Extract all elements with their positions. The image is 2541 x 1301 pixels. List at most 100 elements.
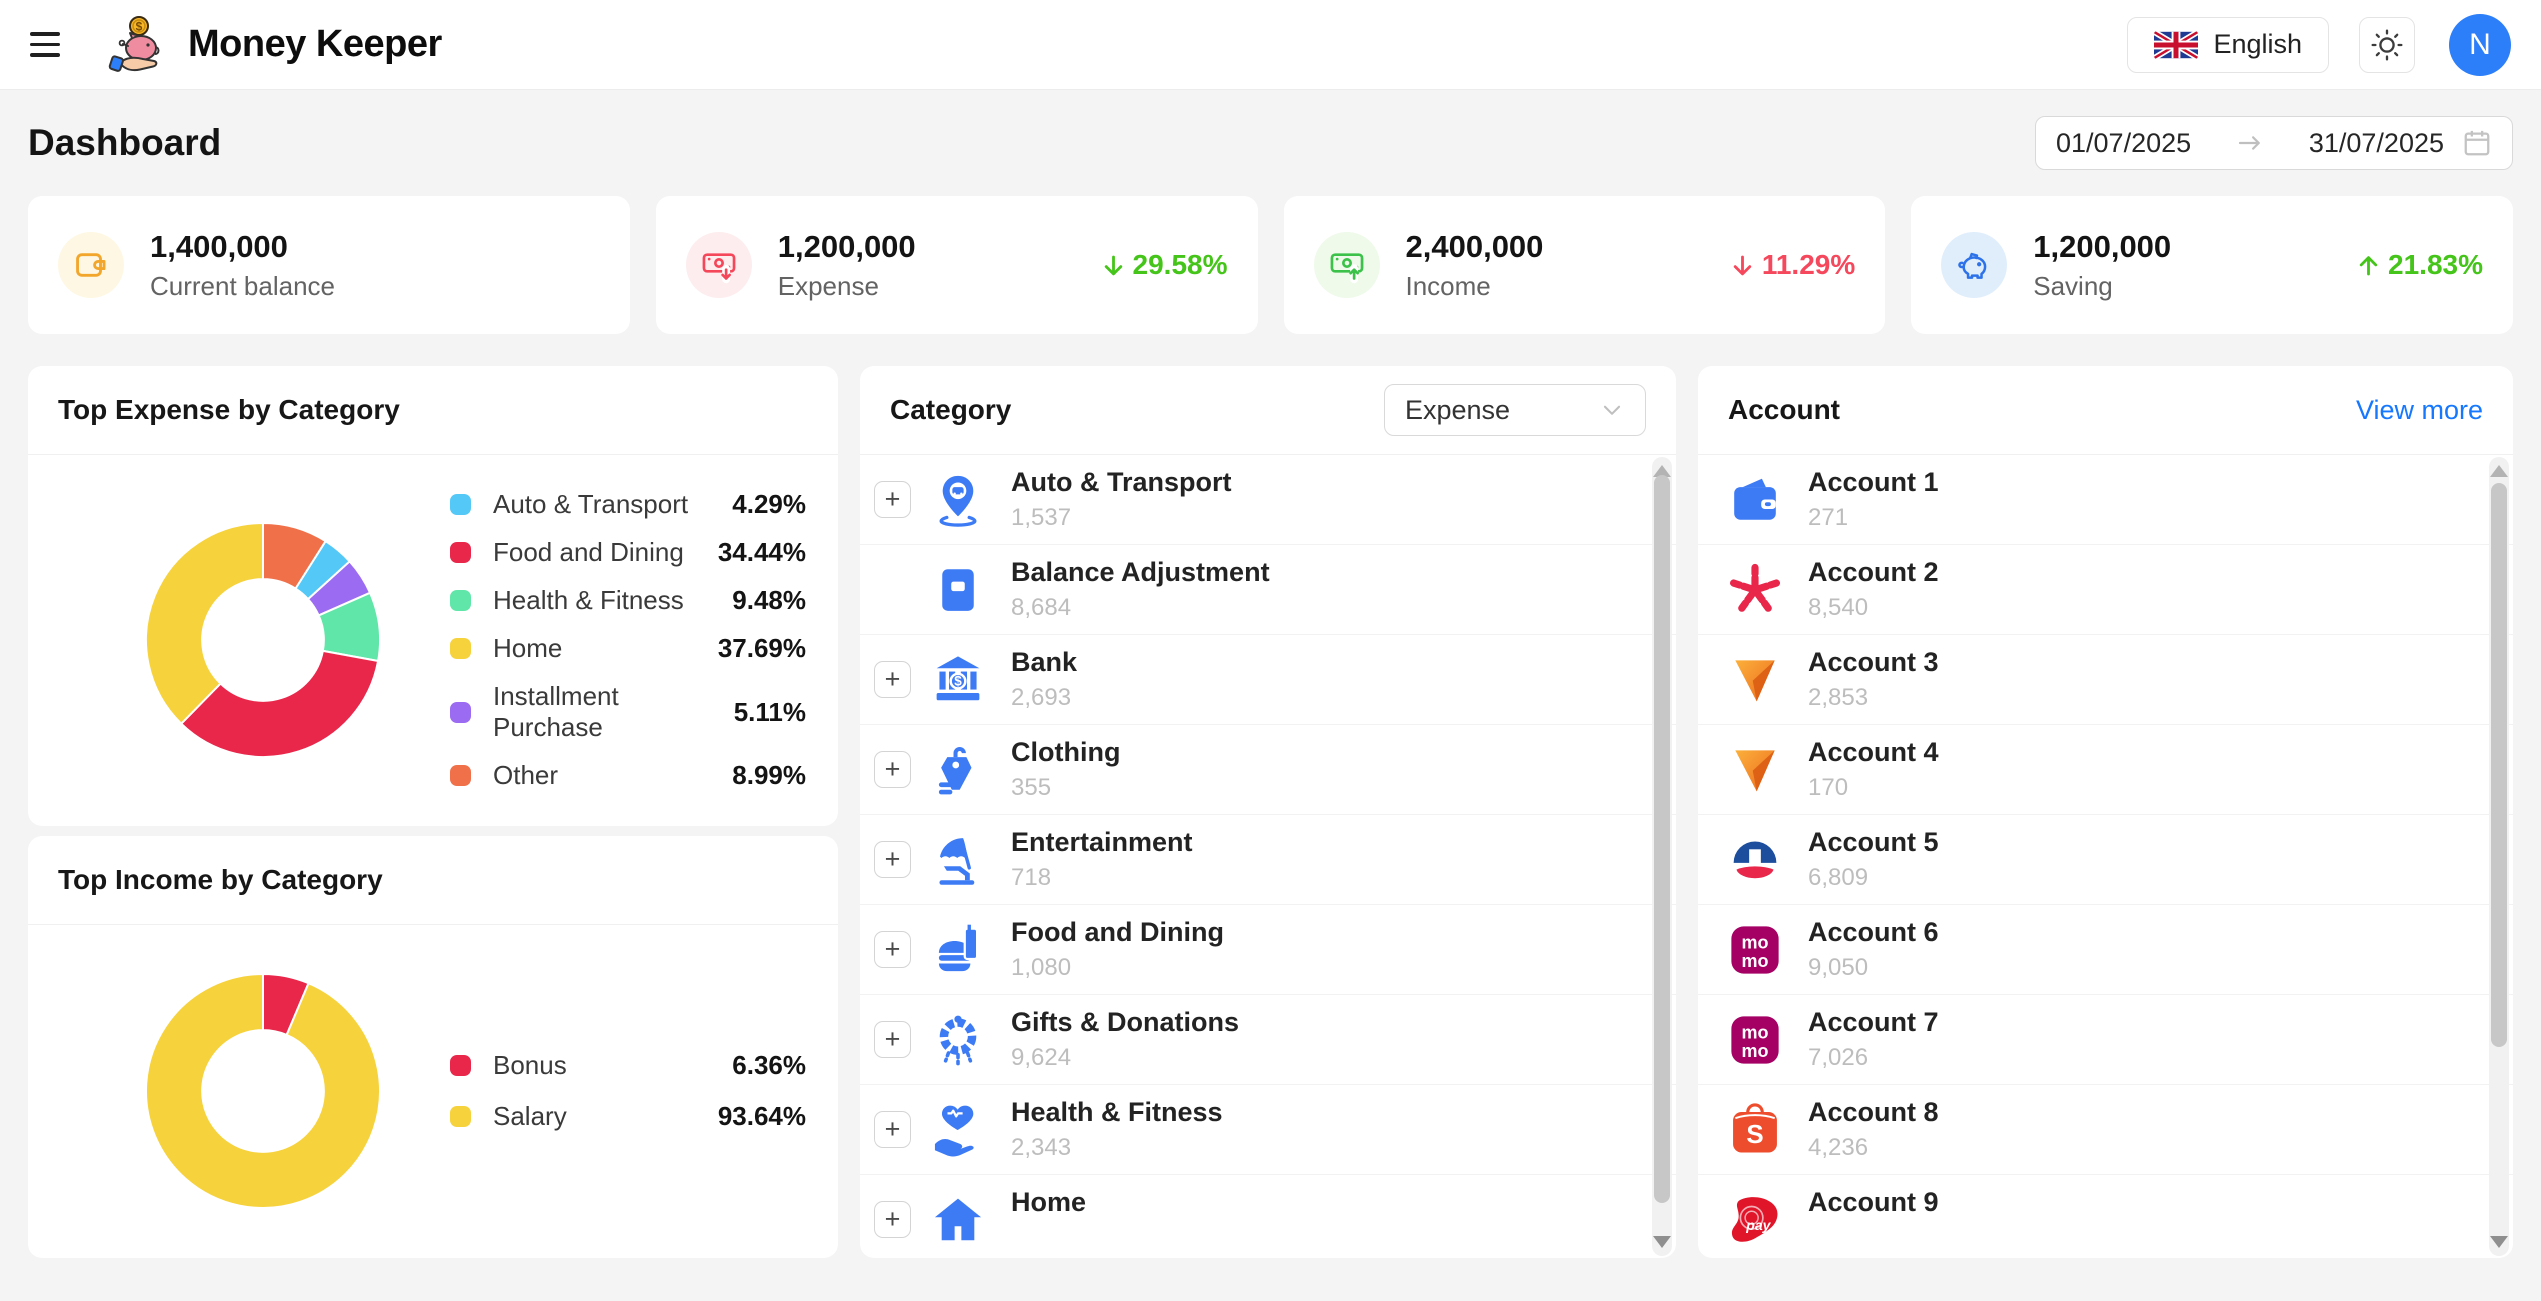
date-to-input[interactable]: 31/07/2025 — [2308, 127, 2444, 158]
legend-item[interactable]: Bonus 6.36% — [450, 1050, 806, 1081]
burger-drink-icon — [931, 923, 985, 977]
stat-card: 1,200,000 Expense 29.58% — [655, 196, 1258, 334]
income-chart-legend: Bonus 6.36% Salary 93.64% — [450, 1050, 806, 1132]
svg-text:mo: mo — [1742, 932, 1769, 952]
stat-change: 21.83% — [2355, 249, 2483, 281]
donut-slice — [180, 649, 380, 758]
legend-percent: 34.44% — [717, 537, 806, 567]
svg-text:mo: mo — [1742, 950, 1769, 970]
scroll-down-arrow[interactable] — [1653, 1236, 1671, 1248]
expand-plus-button[interactable]: + — [874, 841, 911, 878]
date-from-input[interactable]: 01/07/2025 — [2056, 127, 2192, 158]
legend-color-chip — [450, 590, 471, 611]
scrollbar-thumb[interactable] — [2491, 483, 2507, 1047]
panel-title: Account — [1728, 394, 1840, 425]
expand-plus-button[interactable]: + — [874, 931, 911, 968]
category-row[interactable]: + Food and Dining 1,080 — [860, 905, 1676, 995]
sun-icon — [2370, 28, 2404, 62]
expense-donut-chart — [145, 522, 381, 758]
account-name: Account 2 — [1808, 556, 1939, 587]
donut-slice — [145, 973, 381, 1209]
account-row[interactable]: S Account 8 4,236 — [1698, 1085, 2513, 1175]
account-row[interactable]: mo mo Account 6 9,050 — [1698, 905, 2513, 995]
category-value: 8,684 — [1011, 593, 1072, 621]
category-value: 1,080 — [1011, 953, 1072, 981]
category-row[interactable]: + Home — [860, 1175, 1676, 1258]
stat-change: 11.29% — [1729, 249, 1855, 281]
account-row[interactable]: Account 4 170 — [1698, 725, 2513, 815]
account-value: 4,236 — [1808, 1133, 1869, 1161]
scrollbar-thumb[interactable] — [1654, 475, 1670, 1203]
legend-item[interactable]: Health & Fitness 9.48% — [450, 585, 806, 616]
change-percent: 29.58% — [1132, 249, 1228, 280]
scroll-down-arrow[interactable] — [2490, 1236, 2508, 1248]
avatar-initial: N — [2469, 27, 2491, 61]
category-row[interactable]: + Entertainment 718 — [860, 815, 1676, 905]
account-row[interactable]: Account 1 271 — [1698, 455, 2513, 545]
category-scrollbar[interactable] — [1652, 457, 1672, 1256]
uk-flag-icon — [2154, 30, 2199, 59]
account-row[interactable]: mo mo Account 7 7,026 — [1698, 995, 2513, 1085]
account-value: 9,050 — [1808, 953, 1869, 981]
menu-toggle-button[interactable] — [30, 23, 74, 67]
stat-change: 29.58% — [1100, 249, 1228, 281]
arrow-up-icon — [2355, 252, 2382, 279]
momo-icon: mo mo — [1728, 1013, 1782, 1067]
scroll-up-arrow[interactable] — [2490, 465, 2508, 477]
account-panel: Account View more Account 1 271 Account … — [1698, 366, 2513, 1258]
legend-color-chip — [450, 765, 471, 786]
expand-plus-button[interactable]: + — [874, 1021, 911, 1058]
category-row[interactable]: + Health & Fitness 2,343 — [860, 1085, 1676, 1175]
expand-plus-button[interactable]: + — [874, 751, 911, 788]
legend-item[interactable]: Other 8.99% — [450, 760, 806, 791]
theme-toggle-button[interactable] — [2359, 16, 2415, 73]
category-name: Food and Dining — [1011, 916, 1224, 947]
language-button[interactable]: English — [2127, 16, 2329, 73]
account-row[interactable]: Account 2 8,540 — [1698, 545, 2513, 635]
legend-label: Auto & Transport — [493, 489, 689, 519]
category-row[interactable]: + Balance Adjustment 8,684 — [860, 545, 1676, 635]
page-title: Dashboard — [28, 122, 222, 163]
star-crimson-icon — [1728, 563, 1782, 617]
svg-text:mo: mo — [1742, 1040, 1769, 1060]
category-row[interactable]: + Gifts & Donations 9,624 — [860, 995, 1676, 1085]
view-more-link[interactable]: View more — [2355, 394, 2483, 425]
category-value: 2,693 — [1011, 683, 1072, 711]
stats-row: 1,400,000 Current balance 1,200,000 Expe… — [28, 196, 2513, 334]
user-avatar[interactable]: N — [2449, 13, 2511, 76]
expense-chart-legend: Auto & Transport 4.29% Food and Dining 3… — [450, 489, 806, 791]
category-type-select[interactable]: Expense — [1384, 384, 1646, 436]
stat-label: Saving — [2033, 270, 2113, 301]
language-label: English — [2213, 29, 2302, 59]
category-row[interactable]: + Auto & Transport 1,537 — [860, 455, 1676, 545]
legend-item[interactable]: Salary 93.64% — [450, 1101, 806, 1132]
legend-color-chip — [450, 1106, 471, 1127]
legend-item[interactable]: Home 37.69% — [450, 633, 806, 664]
date-range-picker[interactable]: 01/07/2025 31/07/2025 — [2035, 116, 2513, 170]
expand-plus-button[interactable]: + — [874, 1111, 911, 1148]
expand-plus-button[interactable]: + — [874, 481, 911, 518]
account-scrollbar[interactable] — [2489, 457, 2509, 1256]
expand-plus-button[interactable]: + — [874, 1201, 911, 1238]
legend-item[interactable]: Auto & Transport 4.29% — [450, 489, 806, 520]
account-value: 7,026 — [1808, 1043, 1869, 1071]
category-row[interactable]: + Clothing 355 — [860, 725, 1676, 815]
scroll-up-arrow[interactable] — [1653, 465, 1671, 477]
stat-card: 1,400,000 Current balance — [28, 196, 630, 334]
account-row[interactable]: pay Account 9 — [1698, 1175, 2513, 1258]
legend-item[interactable]: Food and Dining 34.44% — [450, 537, 806, 568]
globe-navy-red-icon — [1728, 833, 1782, 887]
category-row[interactable]: + $ Bank 2,693 — [860, 635, 1676, 725]
wallet-blue-icon — [1728, 473, 1782, 527]
expand-plus-button[interactable]: + — [874, 661, 911, 698]
income-donut-chart — [145, 973, 381, 1209]
category-name: Home — [1011, 1186, 1087, 1217]
legend-item[interactable]: Installment Purchase 5.11% — [450, 681, 806, 743]
account-name: Account 6 — [1808, 916, 1939, 947]
category-name: Gifts & Donations — [1011, 1006, 1239, 1037]
legend-color-chip — [450, 701, 471, 723]
account-row[interactable]: Account 3 2,853 — [1698, 635, 2513, 725]
legend-percent: 6.36% — [732, 1050, 806, 1080]
account-row[interactable]: Account 5 6,809 — [1698, 815, 2513, 905]
category-value: 355 — [1011, 773, 1052, 801]
